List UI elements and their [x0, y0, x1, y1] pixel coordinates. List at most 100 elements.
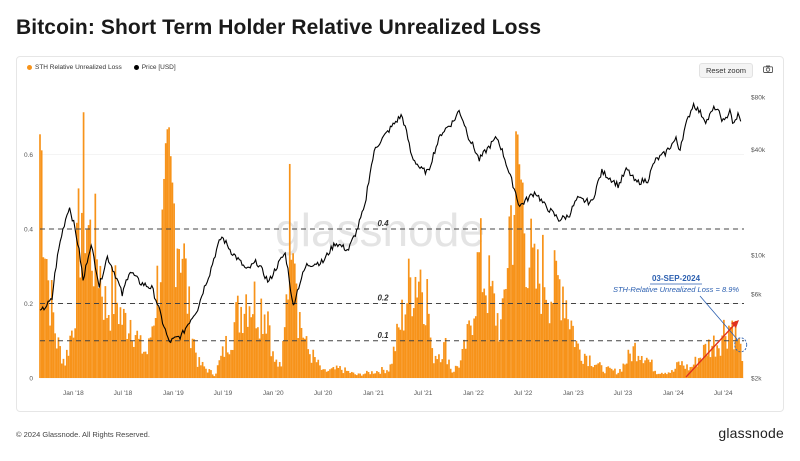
sth-loss-bar [260, 298, 263, 378]
sth-loss-bar [55, 348, 58, 378]
sth-loss-bar [495, 325, 497, 378]
sth-loss-bar [428, 313, 430, 378]
x-tick-label: Jul '20 [314, 390, 333, 397]
sth-loss-bar [657, 373, 660, 378]
sth-loss-bar [151, 326, 154, 378]
sth-loss-bar [578, 349, 581, 378]
sth-loss-bar [91, 270, 93, 378]
sth-loss-bar [50, 280, 53, 378]
sth-loss-bar [81, 212, 83, 378]
sth-loss-bar [639, 359, 641, 378]
sth-loss-bar [483, 288, 486, 378]
sth-loss-bar [659, 373, 662, 378]
sth-loss-bar [525, 287, 527, 378]
sth-loss-bar [159, 282, 162, 378]
sth-loss-bar [486, 313, 489, 378]
sth-loss-bar [379, 373, 382, 378]
sth-loss-bar [449, 368, 452, 378]
sth-loss-bar [228, 354, 231, 378]
sth-loss-bar [664, 372, 667, 378]
sth-loss-bar [305, 336, 308, 378]
sth-loss-bar [739, 343, 742, 378]
camera-icon[interactable] [763, 65, 773, 73]
chart-legend: STH Relative Unrealized Loss Price [USD] [27, 64, 176, 71]
sth-loss-bar [526, 288, 529, 378]
sth-loss-bar [325, 371, 328, 378]
sth-loss-bar [666, 374, 668, 378]
sth-loss-bar [557, 275, 559, 378]
sth-loss-bar [186, 313, 189, 378]
sth-loss-bar [240, 306, 242, 378]
sth-loss-bar [466, 324, 469, 378]
sth-loss-bar [481, 292, 484, 378]
sth-loss-bar [102, 319, 105, 378]
sth-loss-bar [99, 265, 102, 378]
sth-loss-bar [324, 369, 326, 378]
sth-loss-bar [111, 266, 113, 378]
legend-item-sth-loss[interactable]: STH Relative Unrealized Loss [27, 64, 122, 71]
y-left-tick-label: 0.6 [24, 152, 33, 159]
x-tick-label: Jan '20 [263, 390, 284, 397]
sth-loss-bar [40, 150, 43, 378]
sth-loss-bar [597, 363, 600, 378]
sth-loss-bar [592, 367, 594, 378]
sth-loss-bar [558, 279, 561, 378]
sth-loss-bar [129, 319, 132, 378]
sth-loss-bar [116, 302, 118, 378]
sth-loss-bar [580, 360, 583, 378]
legend-item-price[interactable]: Price [USD] [133, 64, 176, 71]
sth-loss-bar [441, 359, 444, 378]
sth-loss-bar [290, 259, 293, 378]
y-right-tick-label: $2k [751, 375, 762, 382]
sth-loss-bar [146, 354, 149, 378]
sth-loss-bar [303, 338, 306, 378]
sth-loss-bar [625, 363, 628, 378]
sth-loss-bar [298, 312, 301, 378]
sth-loss-bar [225, 335, 227, 378]
sth-loss-bar [677, 361, 680, 378]
sth-loss-bar [148, 338, 150, 378]
sth-loss-bar [655, 374, 658, 378]
sth-loss-bar [506, 268, 509, 378]
sth-loss-bar [721, 335, 724, 378]
sth-loss-bar [203, 366, 206, 378]
sth-loss-bar [349, 373, 351, 378]
sth-loss-bar [377, 372, 380, 378]
sth-loss-bar [136, 330, 139, 378]
sth-loss-bar [451, 372, 454, 378]
sth-loss-bar [335, 365, 338, 378]
sth-loss-bar [297, 338, 299, 378]
sth-loss-bar [630, 361, 633, 378]
reset-zoom-button[interactable]: Reset zoom [698, 63, 753, 78]
sth-loss-bar [70, 330, 73, 378]
sth-loss-bar [161, 209, 164, 378]
sth-loss-bar [164, 143, 167, 378]
sth-loss-bar [706, 355, 708, 378]
x-tick-label: Jan '19 [163, 390, 184, 397]
sth-loss-bar [280, 366, 283, 378]
sth-loss-bar [479, 218, 482, 378]
x-tick-label: Jul '19 [214, 390, 233, 397]
sth-loss-bar [416, 297, 418, 378]
sth-loss-bar [738, 338, 740, 378]
sth-loss-bar [741, 361, 744, 378]
sth-loss-bar [133, 346, 135, 378]
sth-loss-bar [268, 325, 271, 378]
sth-loss-bar [205, 368, 207, 378]
sth-loss-bar [469, 325, 472, 378]
sth-loss-bar [422, 324, 425, 378]
axes: Jan '18 Jul '18 Jan '19 Jul '19 Jan '20 Jul '… [24, 94, 766, 397]
sth-loss-bar [169, 156, 172, 378]
sth-loss-bar [355, 375, 358, 378]
sth-loss-bar [583, 353, 586, 378]
sth-loss-bar [439, 362, 442, 378]
sth-loss-bar [382, 369, 385, 378]
sth-loss-bar [117, 324, 120, 378]
sth-loss-area [39, 112, 744, 378]
sth-loss-bar [342, 373, 345, 378]
sth-loss-bar [496, 313, 499, 378]
sth-loss-bar [344, 367, 346, 378]
sth-loss-bar [723, 319, 725, 378]
sth-loss-bar [535, 288, 538, 378]
sth-loss-bar [575, 340, 578, 378]
